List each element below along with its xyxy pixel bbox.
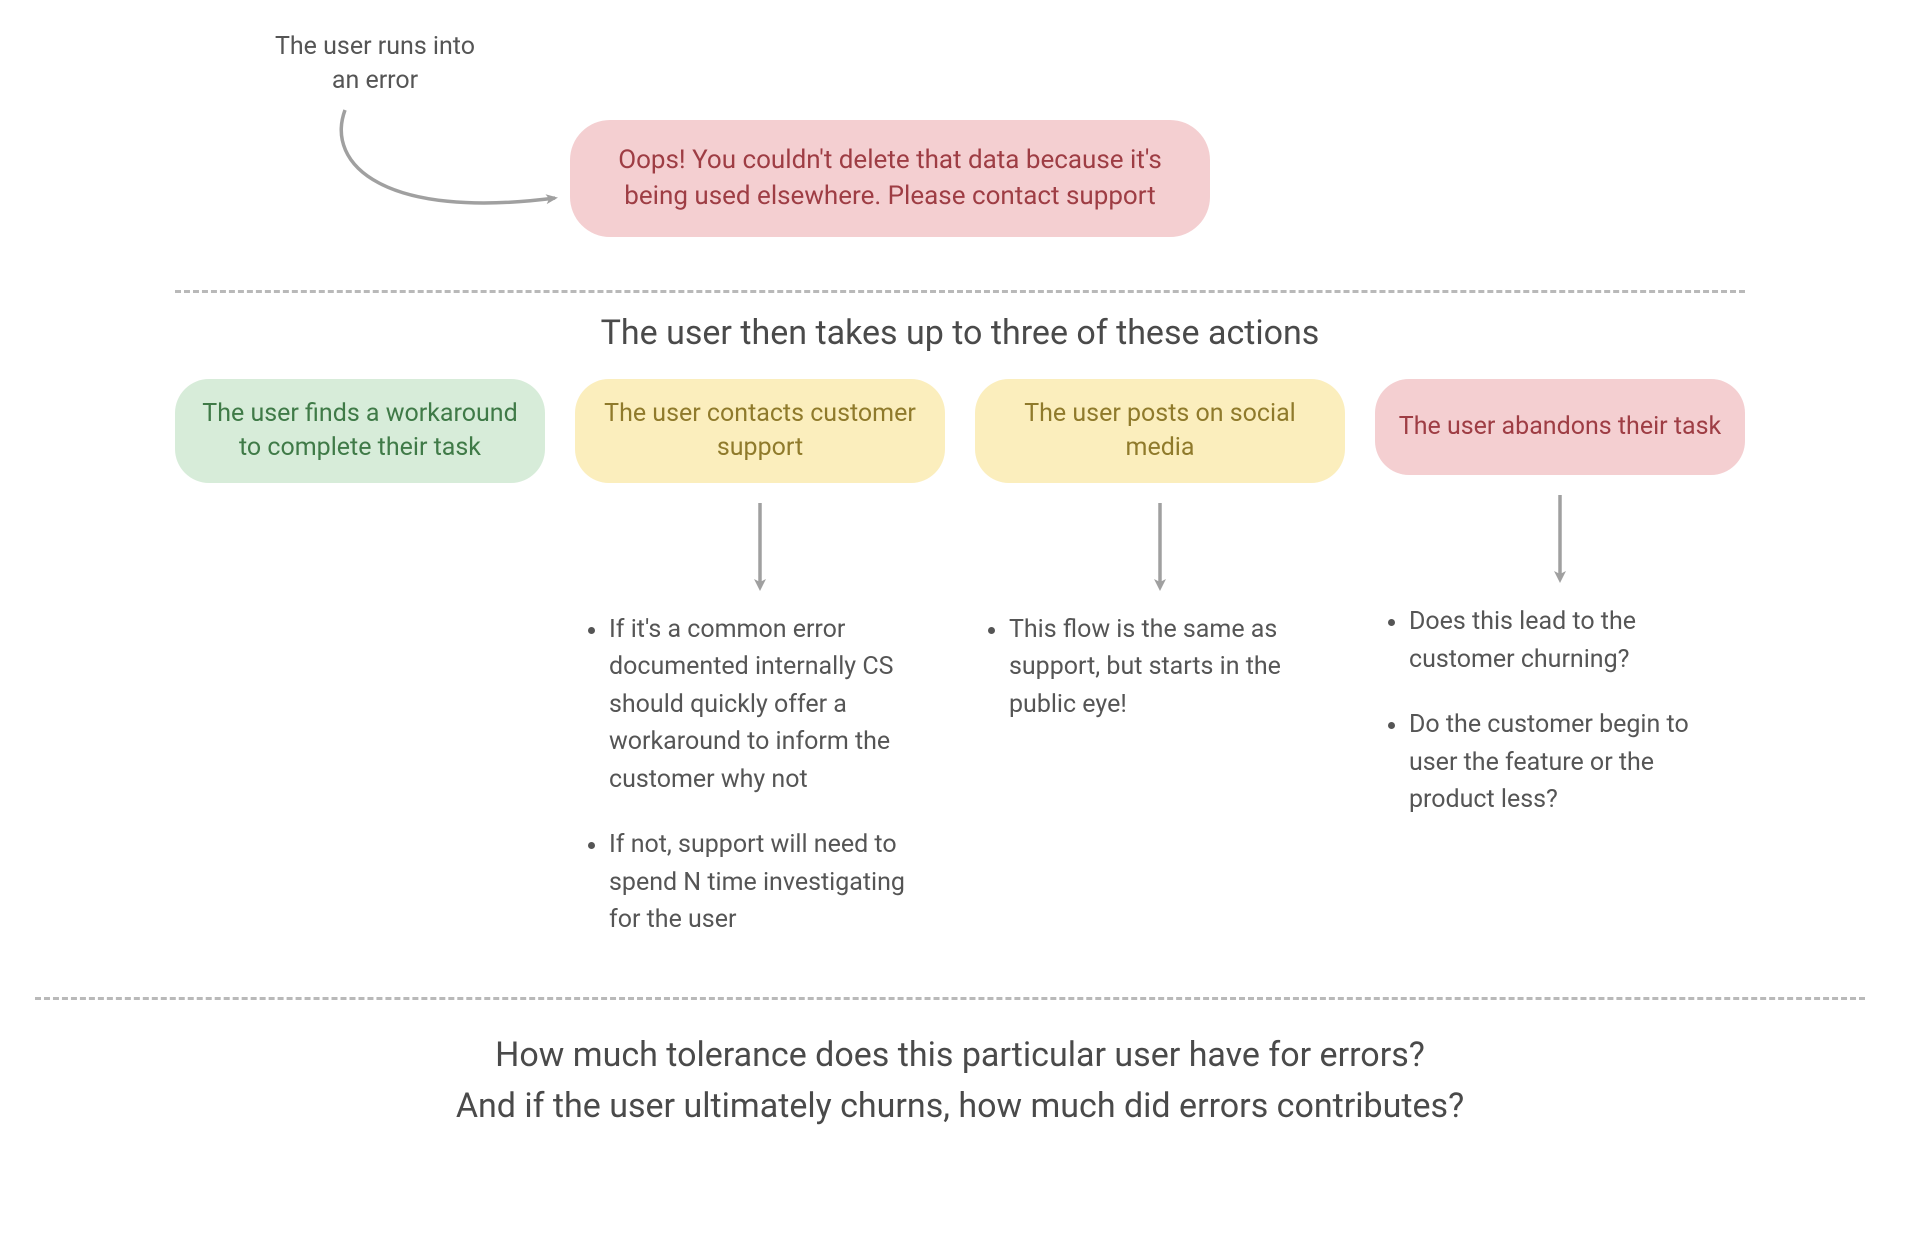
bullet-list: Does this lead to the customer churning?… [1375, 603, 1745, 847]
diagram-canvas: The user runs into an error Oops! You co… [175, 30, 1745, 1162]
bullet-item: If it's a common error documented intern… [609, 611, 933, 799]
bullet-list: If it's a common error documented intern… [575, 611, 945, 967]
intro-label: The user runs into an error [265, 30, 485, 98]
arrow-down-icon [745, 499, 775, 599]
intro-area: The user runs into an error Oops! You co… [175, 30, 1745, 260]
bullet-item: This flow is the same as support, but st… [1009, 611, 1333, 724]
divider-1 [175, 290, 1745, 293]
bullet-item: Does this lead to the customer churning? [1409, 603, 1733, 678]
action-col-abandon: The user abandons their task Does this l… [1375, 379, 1745, 967]
action-col-social: The user posts on social media This flow… [975, 379, 1345, 967]
footer-line: And if the user ultimately churns, how m… [175, 1081, 1745, 1132]
action-pill: The user posts on social media [975, 379, 1345, 483]
section-heading: The user then takes up to three of these… [175, 313, 1745, 353]
footer-questions: How much tolerance does this particular … [175, 1020, 1745, 1162]
divider-2 [35, 997, 1865, 1000]
action-pill: The user abandons their task [1375, 379, 1745, 475]
bullet-item: If not, support will need to spend N tim… [609, 826, 933, 939]
arrow-down-icon [1145, 499, 1175, 599]
actions-row: The user finds a workaround to complete … [175, 379, 1745, 967]
action-pill: The user contacts customer support [575, 379, 945, 483]
bullet-item: Do the customer begin to user the featur… [1409, 706, 1733, 819]
action-col-support: The user contacts customer support If it… [575, 379, 945, 967]
curved-arrow-icon [305, 100, 605, 230]
footer-line: How much tolerance does this particular … [175, 1030, 1745, 1081]
bullet-list: This flow is the same as support, but st… [975, 611, 1345, 752]
error-message-pill: Oops! You couldn't delete that data beca… [570, 120, 1210, 237]
action-pill: The user finds a workaround to complete … [175, 379, 545, 483]
action-col-workaround: The user finds a workaround to complete … [175, 379, 545, 967]
arrow-down-icon [1545, 491, 1575, 591]
